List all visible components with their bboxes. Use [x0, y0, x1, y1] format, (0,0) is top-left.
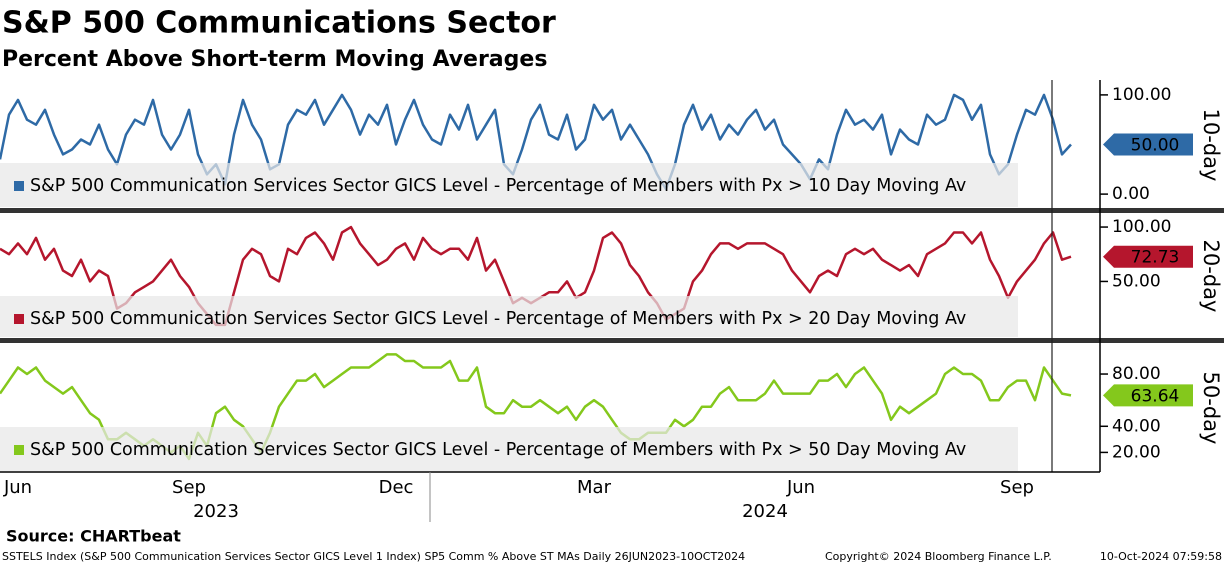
last-value-label: 50.00	[1131, 136, 1180, 156]
y-tick-label: 0.00	[1112, 184, 1150, 204]
y-tick-label: 40.00	[1112, 416, 1161, 436]
chart-subtitle: Percent Above Short-term Moving Averages	[2, 47, 547, 72]
x-tick-label: Jun	[3, 477, 32, 498]
separator	[0, 208, 1224, 213]
y-tick-label: 100.00	[1112, 85, 1171, 105]
year-label: 2023	[193, 501, 239, 522]
y-tick-label: 80.00	[1112, 364, 1161, 384]
last-value-box	[1103, 133, 1193, 156]
legend-band	[0, 163, 1018, 207]
x-tick-label: Sep	[172, 477, 206, 498]
last-value-label: 63.64	[1131, 386, 1180, 406]
legend-label: S&P 500 Communication Services Sector GI…	[30, 176, 966, 196]
legend-swatch	[14, 314, 24, 324]
separator	[0, 338, 1224, 343]
year-label: 2024	[742, 501, 788, 522]
legend-swatch	[14, 445, 24, 455]
x-tick-label: Dec	[379, 477, 414, 498]
x-tick-label: Jun	[786, 477, 815, 498]
footer-description: SSTELS Index (S&P 500 Communication Serv…	[2, 550, 745, 563]
last-value-box	[1103, 245, 1193, 268]
chart-title: S&P 500 Communications Sector	[2, 6, 556, 41]
x-tick-label: Sep	[1000, 477, 1034, 498]
x-tick-label: Mar	[577, 477, 612, 498]
y-axis-label: 20-day	[1199, 240, 1223, 313]
last-value-box	[1103, 384, 1193, 407]
series-line	[0, 93, 1072, 191]
y-axis-label: 50-day	[1199, 372, 1223, 445]
y-tick-label: 50.00	[1112, 271, 1161, 291]
legend-swatch	[14, 181, 24, 191]
last-value-label: 72.73	[1131, 248, 1180, 268]
legend-band	[0, 427, 1018, 471]
legend-band	[0, 296, 1018, 337]
source: Source: CHARTbeat	[6, 527, 181, 546]
footer-copyright: Copyright© 2024 Bloomberg Finance L.P.	[825, 550, 1052, 563]
y-tick-label: 100.00	[1112, 217, 1171, 237]
footer-timestamp: 10-Oct-2024 07:59:58	[1100, 550, 1222, 563]
y-tick-label: 20.00	[1112, 442, 1161, 462]
legend-label: S&P 500 Communication Services Sector GI…	[30, 309, 966, 329]
legend-label: S&P 500 Communication Services Sector GI…	[30, 440, 966, 460]
y-axis-label: 10-day	[1199, 109, 1223, 182]
